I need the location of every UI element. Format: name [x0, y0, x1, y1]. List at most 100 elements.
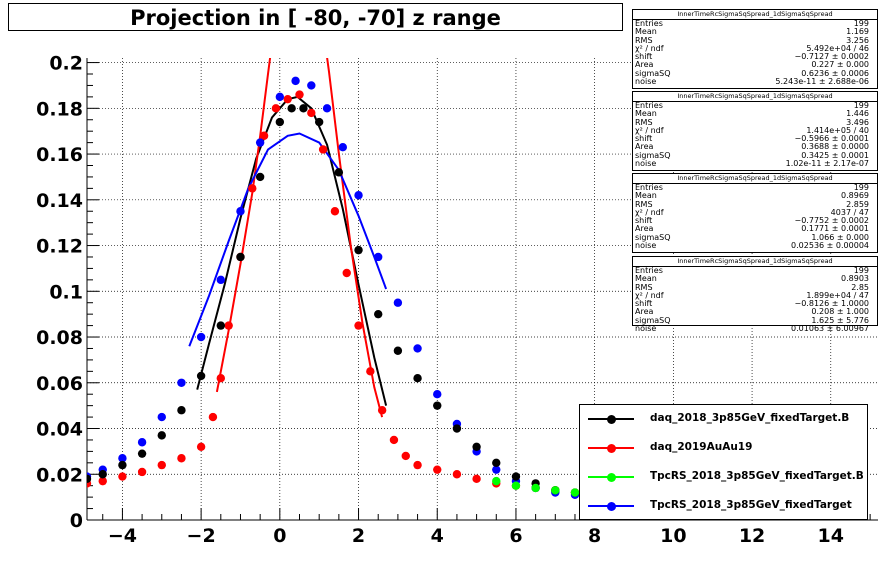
y-tick-label: 0.1 [49, 281, 83, 303]
data-point [374, 309, 383, 319]
data-point [531, 483, 540, 493]
x-tick-label: 14 [818, 525, 844, 547]
stats-row: χ² / ndf 4037 / 47 [633, 208, 877, 217]
data-point [342, 268, 351, 278]
data-point [551, 486, 560, 495]
legend-label: daq_2019AuAu19 [650, 441, 753, 453]
data-point [137, 438, 147, 447]
stats-row: Area 0.208 ± 1.000 [633, 307, 877, 317]
y-tick-label: 0.08 [36, 327, 83, 349]
x-tick-label: −2 [187, 525, 216, 547]
data-point [177, 378, 186, 387]
stats-row: noise 0.02536 ± 0.00004 [633, 241, 877, 250]
stats-header: InnerTimeRcSigmaSqSpread_1dSigmaSqSpread [633, 257, 877, 267]
stats-key: shift [635, 299, 653, 309]
data-point [389, 435, 399, 445]
stats-row: Entries 199 [633, 266, 877, 275]
x-tick-label: 0 [273, 525, 286, 547]
data-point [307, 81, 316, 90]
stats-key: RMS [635, 282, 653, 292]
data-point [98, 476, 107, 486]
stats-value: −0.8126 ± 1.0000 [794, 299, 869, 309]
data-point [393, 298, 403, 307]
stats-value: 0.8903 [841, 274, 869, 284]
data-point [366, 367, 375, 376]
stats-row: Mean 0.8969 [633, 191, 877, 200]
data-point [377, 406, 387, 415]
stats-value: 3.256 [846, 35, 869, 45]
stats-key: RMS [635, 35, 653, 45]
stats-value: 0.3688 ± 0.0000 [801, 142, 869, 152]
stats-row: sigmaSQ 0.3425 ± 0.0001 [633, 150, 877, 160]
y-tick-label: 0.16 [36, 144, 83, 166]
stats-row: sigmaSQ 0.6236 ± 0.0006 [633, 68, 877, 78]
chart-title: Projection in [ -80, -70] z range [130, 6, 501, 30]
data-point [314, 117, 324, 127]
stats-key: Mean [635, 27, 657, 37]
data-point [196, 371, 206, 381]
stats-box: InnerTimeRcSigmaSqSpread_1dSigmaSqSpread… [632, 91, 878, 171]
tick-labels: −4 −2 0 2 4 6 8 10 12 14 0 0.02 0.04 0.06 0.08 0.1 0.12 0… [36, 53, 844, 547]
stats-key: Area [635, 224, 654, 234]
stats-value: 0.01063 ± 6.00967 [791, 324, 869, 334]
stats-value: 1.169 [846, 27, 869, 37]
legend-marker [607, 444, 616, 453]
stats-row: Area 0.227 ± 0.000 [633, 61, 877, 70]
legend-label: TpcRS_2018_3p85GeV_fixedTarget.B [650, 470, 864, 482]
stats-key: Entries [635, 101, 663, 110]
data-point [318, 145, 328, 154]
data-point [330, 207, 340, 216]
data-point [255, 138, 265, 147]
data-point [492, 465, 501, 474]
stats-value: 0.3425 ± 0.0001 [801, 150, 869, 160]
stats-row: shift −0.8126 ± 1.0000 [633, 299, 877, 309]
data-point [216, 321, 226, 330]
data-point [208, 412, 218, 422]
data-point [433, 390, 442, 399]
data-point [511, 472, 521, 481]
fit-curve [188, 132, 388, 347]
legend-entry: daq_2018_3p85GeV_fixedTarget.B [580, 405, 867, 434]
legend: daq_2018_3p85GeV_fixedTarget.B daq_2019Au… [579, 404, 868, 520]
stats-row: Mean 1.446 [633, 109, 877, 119]
data-point [137, 449, 147, 458]
stats-key: Entries [635, 266, 663, 275]
stats-value: 5.243e-11 ± 2.688e-06 [775, 77, 869, 87]
data-point [299, 104, 308, 113]
data-point [338, 142, 347, 152]
stats-value: −0.7752 ± 0.0002 [794, 216, 869, 226]
stats-value: 1.066 ± 0.000 [811, 232, 869, 242]
data-point [248, 184, 257, 193]
legend-marker [607, 502, 616, 511]
stats-key: χ² / ndf [635, 125, 664, 135]
data-point [472, 442, 481, 452]
data-point [492, 476, 501, 486]
stats-row: χ² / ndf 5.492e+04 / 46 [633, 44, 877, 53]
legend-label: daq_2018_3p85GeV_fixedTarget.B [650, 412, 850, 424]
stats-row: Area 0.1771 ± 0.0001 [633, 224, 877, 234]
stats-value: 0.208 ± 1.000 [811, 307, 869, 317]
stats-value: 0.6236 ± 0.0006 [801, 68, 869, 78]
y-tick-label: 0 [70, 510, 83, 532]
data-point [570, 488, 580, 497]
stats-key: sigmaSQ [635, 232, 671, 242]
stats-value: 1.446 [846, 109, 869, 119]
stats-value: 1.02e-11 ± 2.17e-07 [785, 159, 869, 169]
legend-entry: TpcRS_2018_3p85GeV_fixedTarget.B [580, 463, 867, 492]
stats-key: sigmaSQ [635, 315, 671, 325]
y-tick-label: 0.14 [36, 190, 83, 212]
data-point [236, 207, 245, 216]
legend-entry: daq_2019AuAu19 [580, 434, 867, 463]
fit-curve [215, 58, 384, 418]
data-point [413, 460, 422, 470]
legend-marker [607, 415, 616, 424]
data-point [157, 460, 166, 470]
stats-key: noise [635, 324, 657, 334]
x-tick-label: 10 [660, 525, 686, 547]
stats-row: Mean 0.8903 [633, 274, 877, 284]
stats-row: shift −0.7127 ± 0.0002 [633, 52, 877, 61]
stats-key: shift [635, 134, 653, 144]
data-point [137, 467, 147, 477]
stats-box: InnerTimeRcSigmaSqSpread_1dSigmaSqSpread… [632, 173, 878, 253]
stats-row: shift −0.7752 ± 0.0002 [633, 216, 877, 226]
